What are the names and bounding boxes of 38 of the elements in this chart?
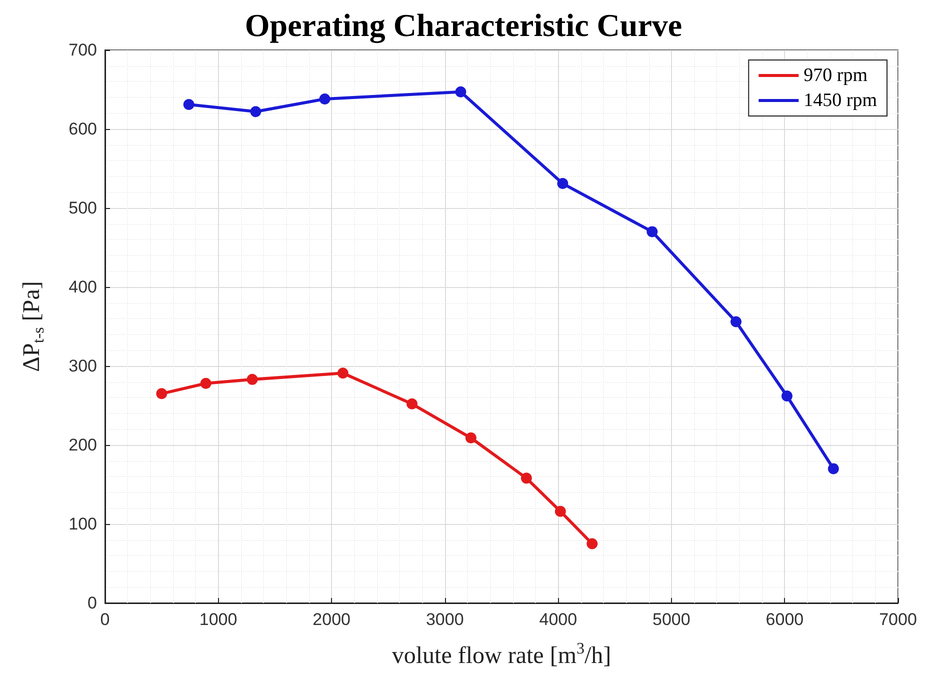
point <box>781 390 792 402</box>
x-tick-label: 7000 <box>879 610 917 629</box>
point <box>646 226 658 238</box>
point <box>730 316 742 328</box>
point <box>246 374 258 385</box>
y-tick-label: 300 <box>68 356 97 376</box>
x-tick-label: 3000 <box>426 610 464 629</box>
y-tick-label: 400 <box>68 278 97 296</box>
point <box>586 538 598 550</box>
y-tick-label: 100 <box>68 514 97 534</box>
x-tick-label: 2000 <box>312 610 350 629</box>
y-tick-label: 600 <box>68 120 97 138</box>
y-tick-label: 200 <box>68 436 97 454</box>
point <box>828 463 839 474</box>
legend-label: 970 rpm <box>804 65 868 86</box>
x-tick-label: 5000 <box>652 610 690 629</box>
legend-label: 1450 rpm <box>804 90 878 111</box>
point <box>250 106 262 118</box>
y-tick-label: 700 <box>68 40 97 60</box>
point <box>183 99 194 110</box>
x-tick-label: 4000 <box>539 610 578 629</box>
point <box>455 86 466 98</box>
point <box>554 506 566 517</box>
point <box>200 378 212 389</box>
x-tick-label: 0 <box>100 610 110 629</box>
x-tick-label: 6000 <box>766 610 804 629</box>
point <box>465 432 476 444</box>
y-tick-label: 500 <box>68 198 97 218</box>
y-axis-title: ΔPt-s [Pa] <box>19 281 48 372</box>
point <box>337 368 348 379</box>
point <box>557 178 568 190</box>
y-tick-label: 0 <box>88 594 97 612</box>
chart-title: Operating Characteristic Curve <box>244 7 682 44</box>
x-tick-label: 1000 <box>199 610 238 629</box>
point <box>319 93 330 104</box>
point <box>520 472 532 484</box>
point <box>156 388 168 400</box>
point <box>406 398 418 410</box>
